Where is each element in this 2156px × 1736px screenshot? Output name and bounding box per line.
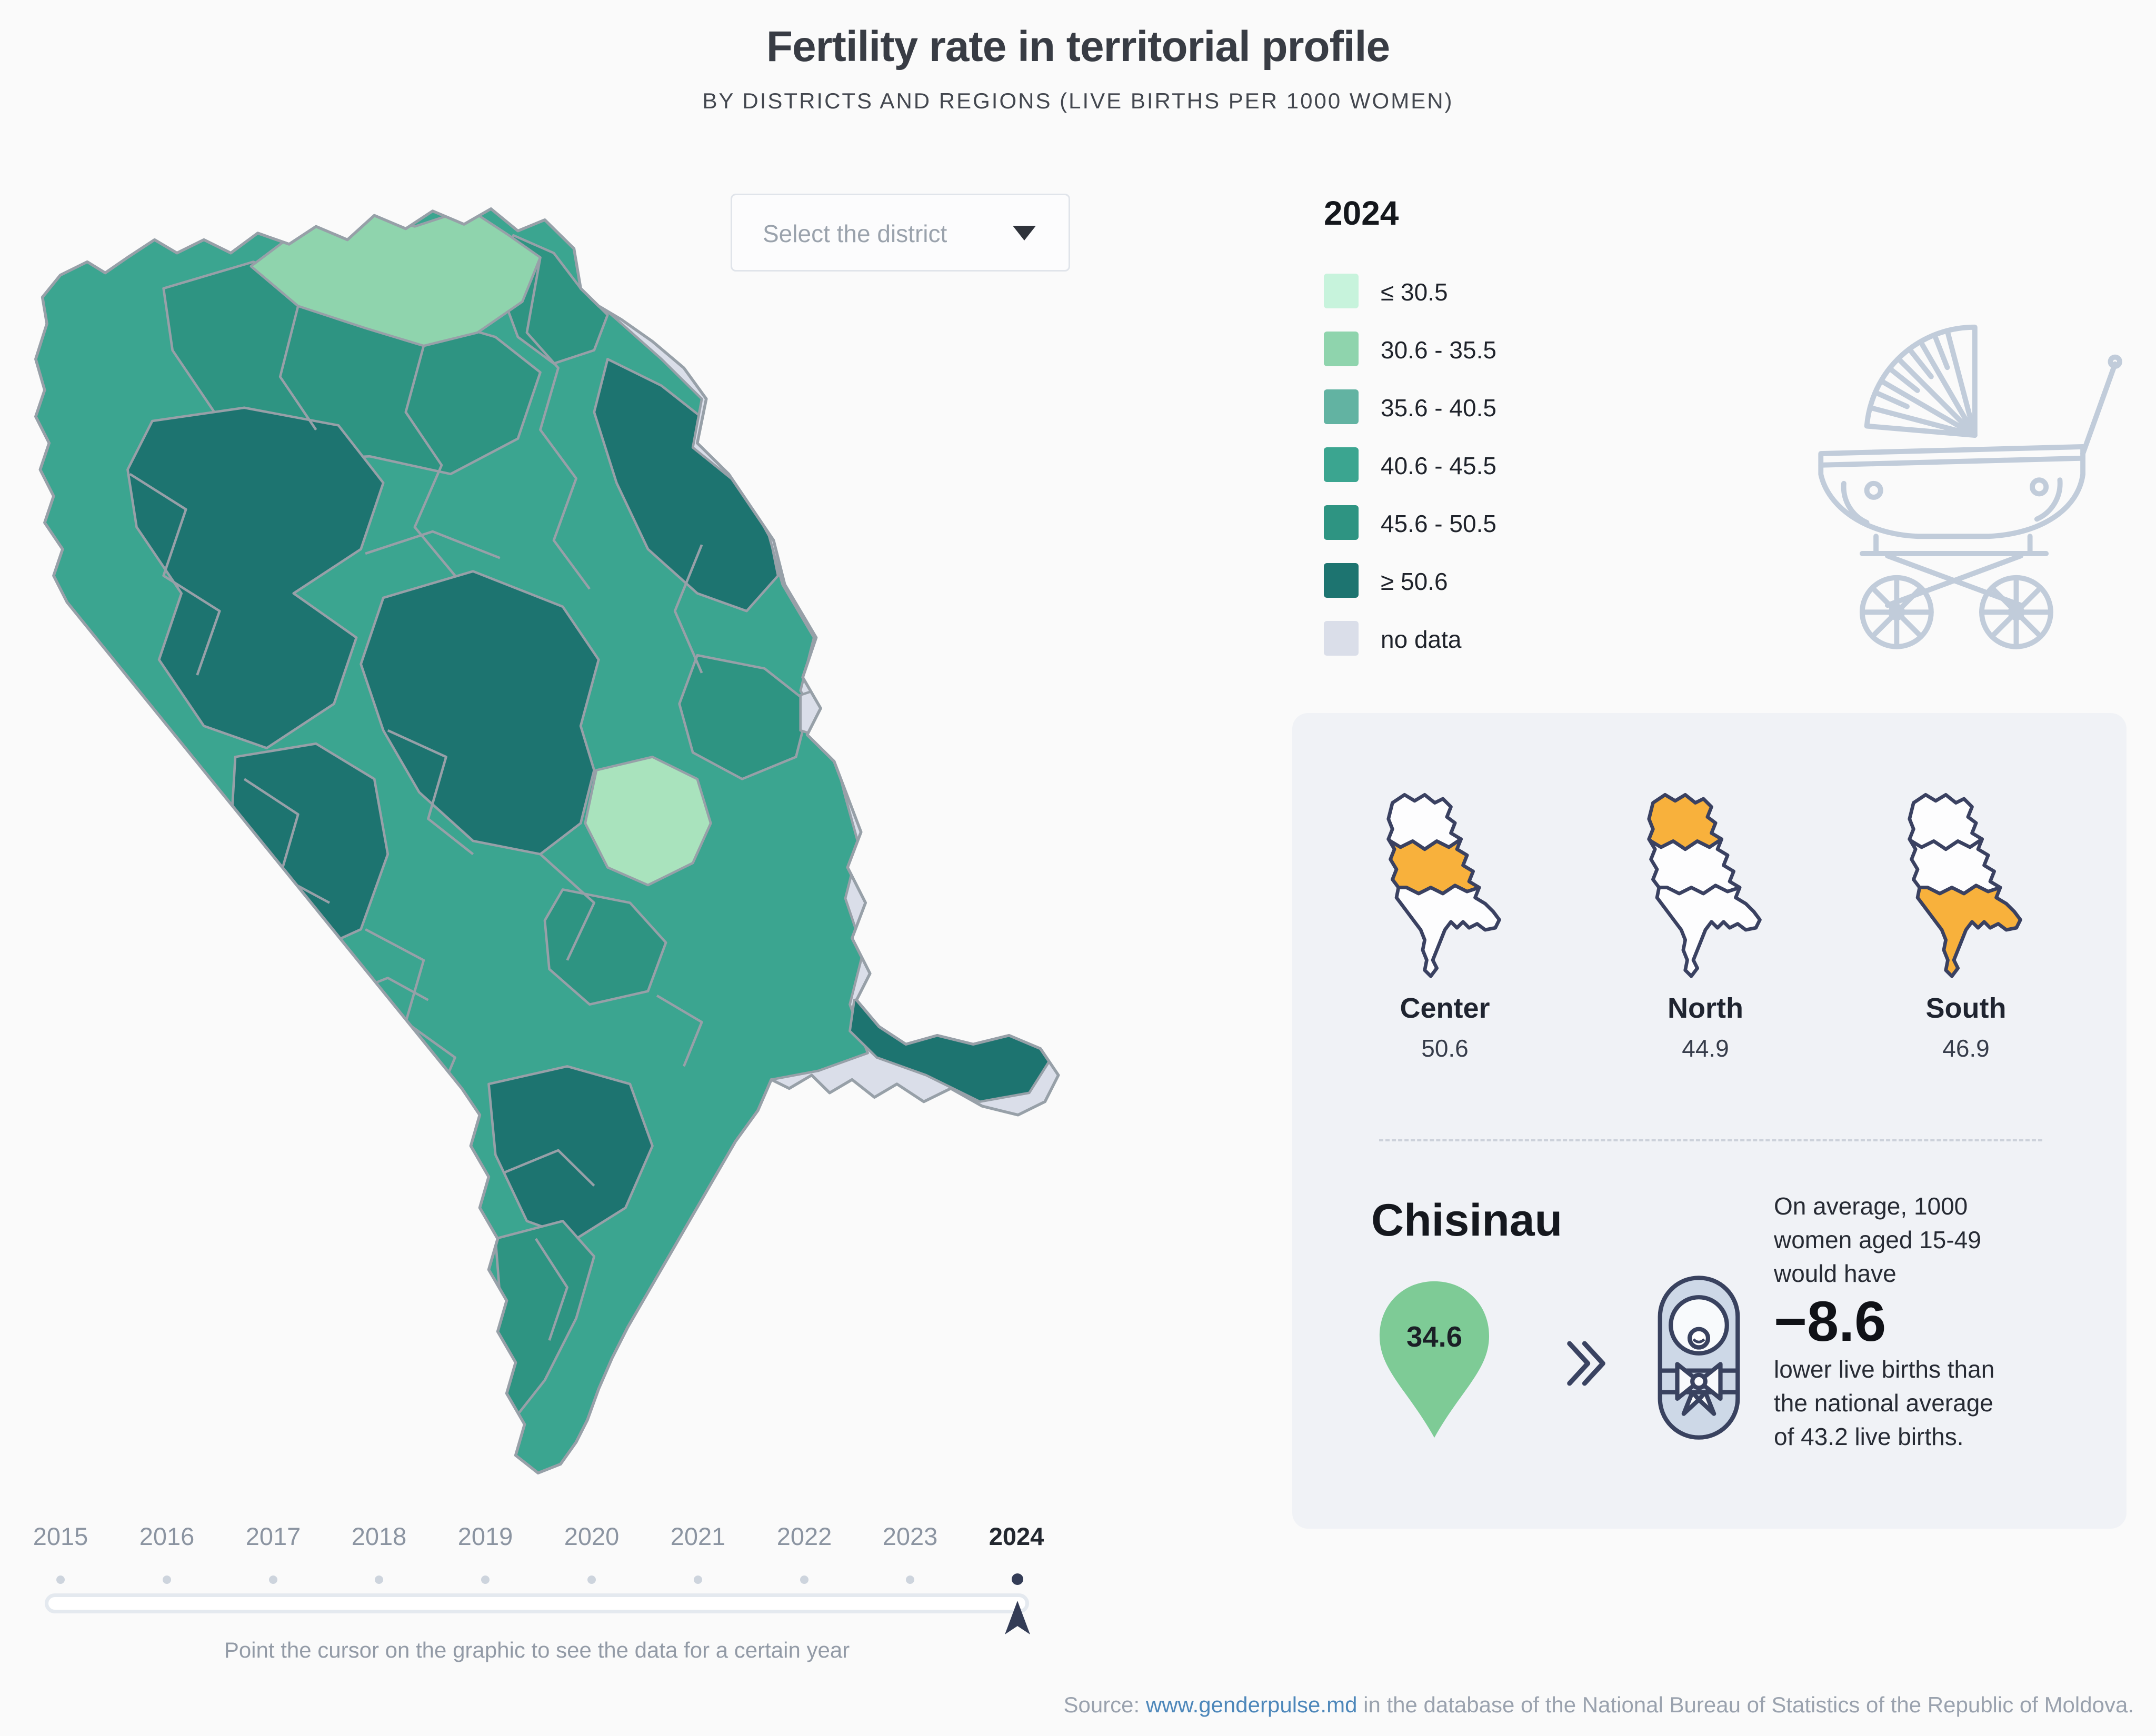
choropleth-map[interactable]: [29, 200, 1061, 1526]
chisinau-value: 34.6: [1406, 1321, 1462, 1353]
source-rest: in the database of the National Bureau o…: [1357, 1692, 2134, 1717]
legend-swatch: [1324, 389, 1359, 424]
legend-swatch: [1324, 274, 1359, 308]
timeline-dot: [375, 1576, 383, 1584]
swaddled-baby-icon: [1658, 1276, 1740, 1440]
legend-swatch: [1324, 563, 1359, 598]
region-card-center: Center 50.6: [1374, 787, 1516, 1062]
chevron-down-icon: [1013, 226, 1036, 240]
region-name: North: [1668, 992, 1743, 1024]
delta-value: −8.6: [1774, 1289, 1886, 1353]
timeline-year-2019[interactable]: 2019: [457, 1522, 513, 1550]
timeline-dot: [800, 1576, 808, 1584]
moldova-mini-map-north: [1647, 792, 1762, 978]
page-subtitle: BY DISTRICTS AND REGIONS (LIVE BIRTHS PE…: [702, 88, 1454, 113]
slider-cursor[interactable]: [1003, 1600, 1032, 1638]
legend-swatch: [1324, 332, 1359, 366]
timeline-dot: [269, 1576, 277, 1584]
timeline-dot: [694, 1576, 702, 1584]
source-label: Source:: [1063, 1692, 1146, 1717]
comparison-text: On average, 1000 women aged 15-49 would …: [1774, 1189, 2090, 1453]
timeline-dot: [163, 1576, 171, 1584]
source-line: Source: www.genderpulse.md in the databa…: [1063, 1692, 2134, 1718]
timeline-year-2021[interactable]: 2021: [670, 1522, 726, 1550]
timeline-year-2015[interactable]: 2015: [33, 1522, 88, 1550]
chisinau-title: Chisinau: [1371, 1195, 1563, 1246]
legend-swatch: [1324, 621, 1359, 656]
timeline-year-2018[interactable]: 2018: [351, 1522, 407, 1550]
slider-track[interactable]: [45, 1593, 1029, 1613]
region-value: 46.9: [1942, 1035, 1990, 1062]
timeline-dot-selected: [1012, 1573, 1023, 1585]
district-select-placeholder: Select the district: [763, 220, 947, 247]
timeline-year-2024[interactable]: 2024: [989, 1522, 1044, 1550]
source-link[interactable]: www.genderpulse.md: [1145, 1692, 1358, 1717]
timeline-year-2023[interactable]: 2023: [882, 1522, 938, 1550]
timeline-year-2016[interactable]: 2016: [139, 1522, 195, 1550]
region-name: South: [1925, 992, 2007, 1024]
baby-pram-icon: [1818, 324, 2122, 649]
legend-swatch: [1324, 505, 1359, 540]
region-name: Center: [1400, 992, 1490, 1024]
timeline-dot: [587, 1576, 596, 1584]
district-select[interactable]: Select the district: [731, 194, 1070, 272]
region-card-north: North 44.9: [1634, 787, 1776, 1062]
moldova-mini-map-center: [1386, 792, 1501, 978]
moldova-mini-map-south: [1908, 792, 2022, 978]
legend-swatch: [1324, 447, 1359, 482]
timeline-dot: [481, 1576, 490, 1584]
timeline-year-2020[interactable]: 2020: [564, 1522, 620, 1550]
chisinau-map-marker: 34.6: [1379, 1281, 1490, 1438]
legend-year: 2024: [1324, 194, 1399, 232]
stats-panel: Center 50.6 North 44.9 South 46.9 Chisin…: [1292, 713, 2127, 1529]
dashed-divider: [1379, 1139, 2042, 1141]
hint-text: Point the cursor on the graphic to see t…: [224, 1638, 850, 1662]
region-card-south: South 46.9: [1895, 787, 2037, 1062]
region-value: 44.9: [1682, 1035, 1729, 1062]
timeline-year-2022[interactable]: 2022: [776, 1522, 832, 1550]
page-title: Fertility rate in territorial profile: [766, 23, 1390, 71]
timeline-year-2017[interactable]: 2017: [245, 1522, 301, 1550]
timeline-dot: [56, 1576, 65, 1584]
timeline-dot: [906, 1576, 914, 1584]
region-value: 50.6: [1421, 1035, 1469, 1062]
double-chevron-right-icon: [1567, 1341, 1605, 1386]
